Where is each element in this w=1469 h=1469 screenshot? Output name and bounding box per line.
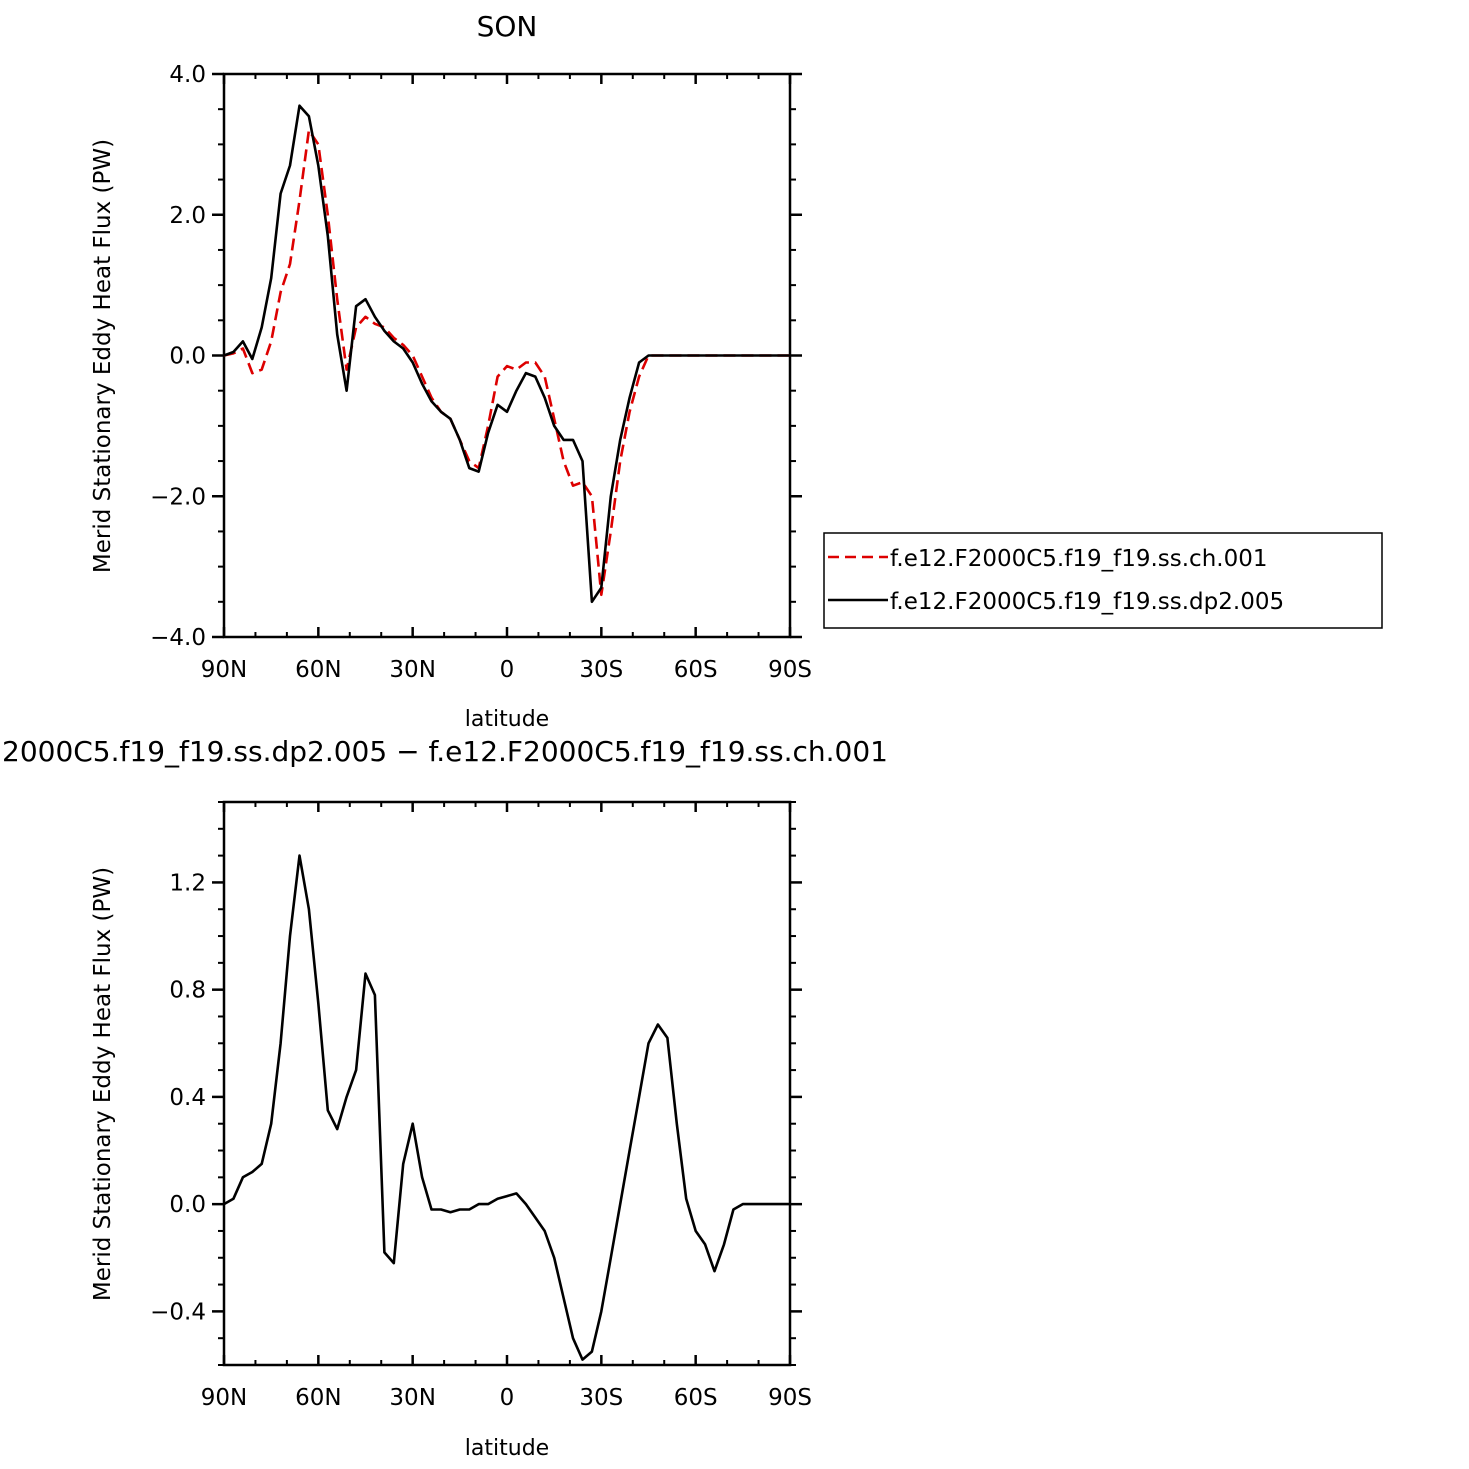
bottom-xtick-label: 30N (389, 1385, 435, 1411)
bottom-chart-xlabel: latitude (465, 1436, 549, 1461)
top-xtick-label: 60N (295, 657, 341, 683)
bottom-ytick-label: 0.0 (169, 1192, 206, 1218)
legend-box (823, 532, 1383, 629)
top-ytick-label: 2.0 (169, 203, 206, 229)
legend-label-ch001: f.e12.F2000C5.f19_f19.ss.ch.001 (890, 546, 1267, 572)
bottom-chart-title: 2000C5.f19_f19.ss.dp2.005 − f.e12.F2000C… (2, 735, 888, 768)
bottom-xtick-label: 0 (500, 1385, 515, 1411)
bottom-xtick-label: 60S (674, 1385, 718, 1411)
bottom-ytick-label: 0.8 (169, 978, 206, 1004)
bottom-chart: 2000C5.f19_f19.ss.dp2.005 − f.e12.F2000C… (2, 735, 888, 1461)
top-chart-legend: f.e12.F2000C5.f19_f19.ss.ch.001 f.e12.F2… (823, 532, 1383, 629)
top-xtick-label: 30N (389, 657, 435, 683)
top-series-line-1 (223, 104, 790, 604)
bottom-ytick-label: 0.4 (169, 1085, 206, 1111)
bottom-chart-ylabel: Merid Stationary Eddy Heat Flux (PW) (90, 867, 116, 1301)
legend-label-dp2005: f.e12.F2000C5.f19_f19.ss.dp2.005 (890, 589, 1284, 615)
top-xtick-label: 0 (500, 657, 515, 683)
top-chart-title: SON (477, 10, 538, 43)
bottom-chart-lines (223, 854, 790, 1361)
top-ytick-label: 4.0 (169, 62, 206, 88)
top-ytick-label: −2.0 (150, 484, 206, 510)
bottom-xtick-label: 90N (201, 1385, 247, 1411)
top-chart: SON 90N 60N 30N 0 30S 60S 90S 4.0 2.0 0.0 −2.0 −4.0… (90, 10, 1383, 732)
bottom-chart-ticks: 90N 60N 30N 0 30S 60S 90S 1.2 0.8 0.4 0.0 −0.4 (150, 801, 812, 1411)
bottom-xtick-label: 30S (579, 1385, 623, 1411)
bottom-xtick-label: 60N (295, 1385, 341, 1411)
top-series-line-0 (223, 129, 790, 597)
top-chart-ylabel: Merid Stationary Eddy Heat Flux (PW) (90, 139, 116, 573)
top-chart-xlabel: latitude (465, 707, 549, 732)
top-chart-lines (223, 104, 790, 604)
bottom-ytick-label: 1.2 (169, 870, 206, 896)
top-xtick-label: 30S (579, 657, 623, 683)
bottom-xtick-label: 90S (768, 1385, 812, 1411)
top-xtick-label: 60S (674, 657, 718, 683)
bottom-chart-frame (222, 800, 792, 1367)
top-chart-ticks: 90N 60N 30N 0 30S 60S 90S 4.0 2.0 0.0 −2.0 −4.0 (150, 62, 812, 683)
bottom-series-line-0 (223, 854, 790, 1361)
top-xtick-label: 90S (768, 657, 812, 683)
bottom-ytick-label: −0.4 (150, 1299, 206, 1325)
top-ytick-label: −4.0 (150, 625, 206, 651)
top-ytick-label: 0.0 (169, 344, 206, 370)
top-xtick-label: 90N (201, 657, 247, 683)
